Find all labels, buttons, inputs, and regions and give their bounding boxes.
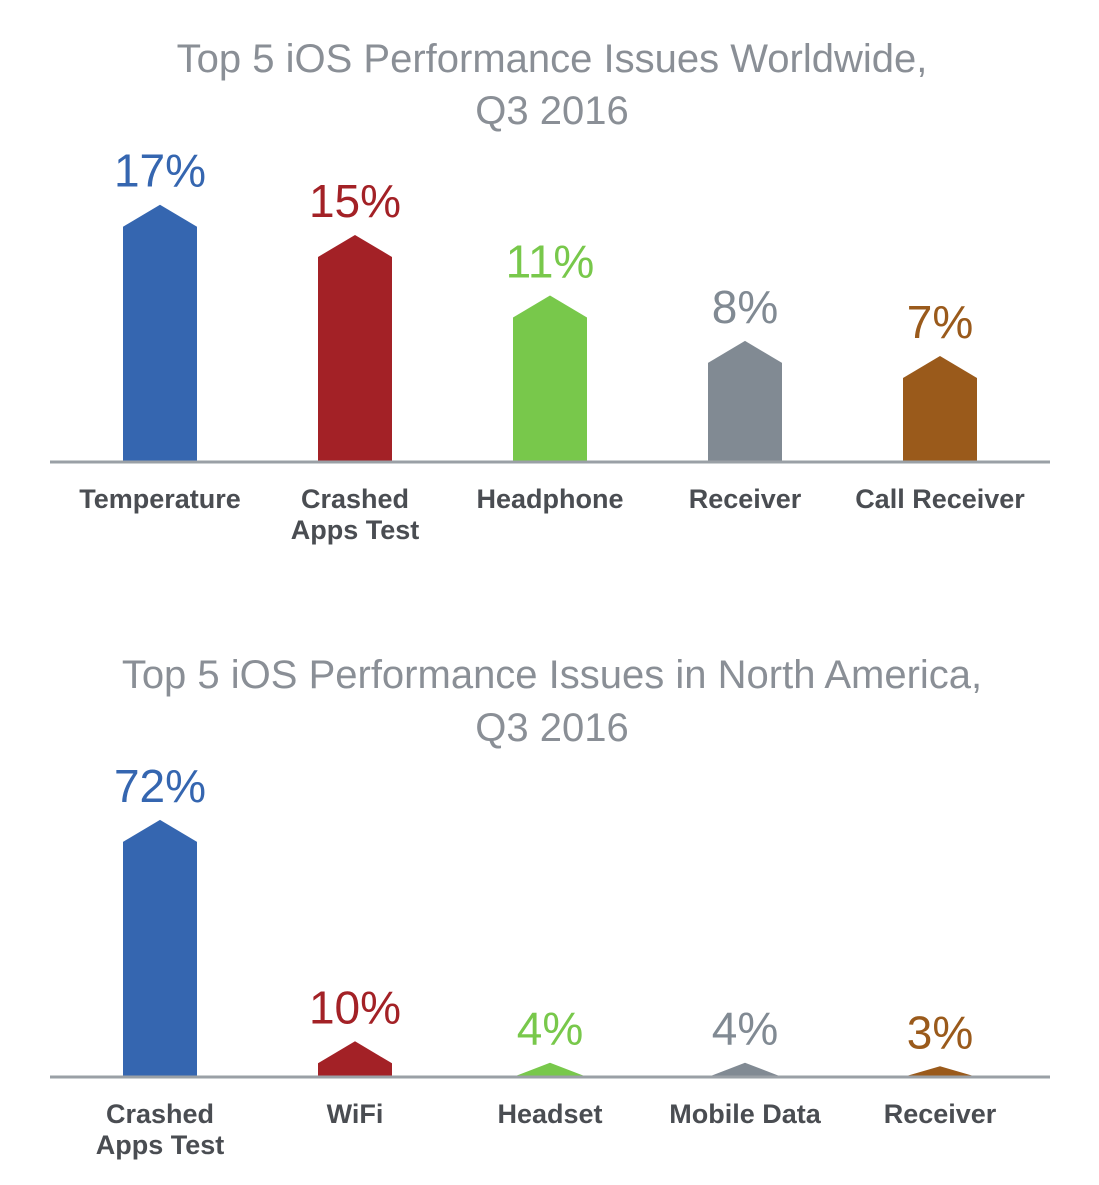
chart-worldwide: Top 5 iOS Performance Issues Worldwide, … bbox=[50, 37, 1050, 545]
bar bbox=[513, 295, 587, 462]
data-label: 10% bbox=[309, 981, 401, 1033]
category-label: Mobile Data bbox=[669, 1099, 822, 1129]
bar bbox=[318, 1041, 392, 1077]
data-label: 4% bbox=[712, 1003, 778, 1055]
category-label: Receiver bbox=[884, 1099, 997, 1129]
data-label: 3% bbox=[907, 1006, 973, 1058]
category-label: Headphone bbox=[476, 484, 623, 514]
bar bbox=[708, 340, 782, 462]
data-label: 4% bbox=[517, 1003, 583, 1055]
bar bbox=[903, 356, 977, 462]
bar bbox=[123, 204, 197, 462]
category-label: Apps Test bbox=[96, 1130, 225, 1160]
bar bbox=[708, 1062, 782, 1077]
category-label: Headset bbox=[497, 1099, 602, 1129]
chart-title: Top 5 iOS Performance Issues in North Am… bbox=[122, 653, 982, 697]
chart-subtitle: Q3 2016 bbox=[475, 89, 628, 133]
chart-title: Top 5 iOS Performance Issues Worldwide, bbox=[177, 37, 928, 81]
category-label: WiFi bbox=[327, 1099, 384, 1129]
category-label: Call Receiver bbox=[855, 484, 1025, 514]
category-label: Temperature bbox=[79, 484, 241, 514]
data-label: 7% bbox=[907, 296, 973, 348]
category-label: Receiver bbox=[689, 484, 802, 514]
bar bbox=[513, 1062, 587, 1077]
bar bbox=[318, 234, 392, 462]
data-label: 11% bbox=[506, 236, 595, 288]
bar bbox=[903, 1066, 977, 1077]
chart-north-america: Top 5 iOS Performance Issues in North Am… bbox=[50, 653, 1050, 1160]
category-label: Apps Test bbox=[291, 515, 420, 545]
chart-subtitle: Q3 2016 bbox=[475, 706, 628, 750]
category-label: Crashed bbox=[301, 484, 409, 514]
bar bbox=[123, 819, 197, 1077]
data-label: 15% bbox=[309, 175, 401, 227]
category-label: Crashed bbox=[106, 1099, 214, 1129]
data-label: 72% bbox=[114, 760, 206, 812]
data-label: 8% bbox=[712, 281, 778, 333]
data-label: 17% bbox=[114, 145, 206, 197]
